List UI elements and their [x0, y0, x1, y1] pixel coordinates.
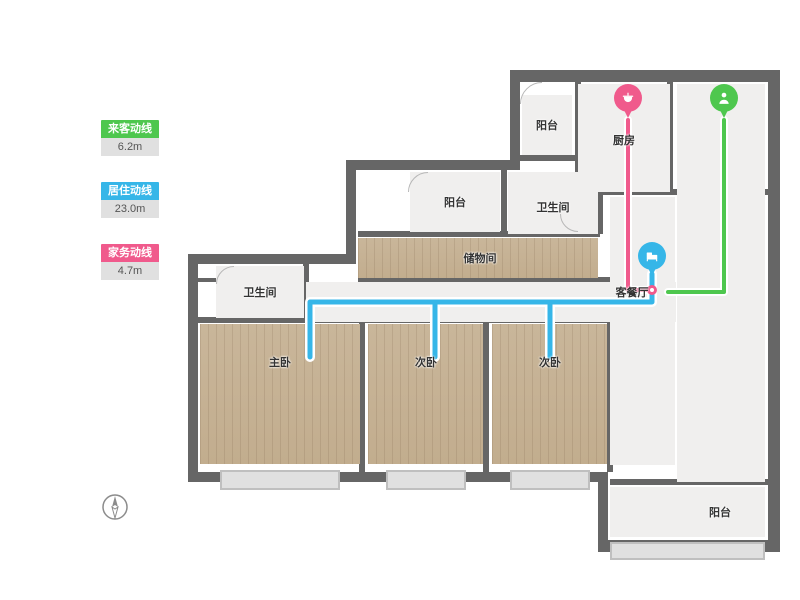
legend-item-chores: 家务动线 4.7m — [101, 244, 159, 280]
room-label-kitchen: 厨房 — [613, 132, 635, 148]
balcony-bar — [220, 470, 340, 490]
legend-label-living: 居住动线 — [101, 182, 159, 200]
balcony-bar — [386, 470, 466, 490]
room-living — [610, 197, 675, 465]
legend-item-guest: 来客动线 6.2m — [101, 120, 159, 156]
pin-chores-icon — [614, 84, 642, 120]
flow-hub-node — [647, 285, 657, 295]
room-label-mid-balcony: 阳台 — [444, 194, 466, 210]
room-label-bath1: 卫生间 — [244, 284, 277, 300]
room-master — [200, 324, 360, 464]
legend: 来客动线 6.2m 居住动线 23.0m 家务动线 4.7m — [101, 120, 159, 306]
room-label-bottom-balcony: 阳台 — [709, 504, 731, 520]
room-label-bath2: 卫生间 — [537, 199, 570, 215]
room-label-living: 客餐厅 — [616, 284, 649, 300]
legend-value-guest: 6.2m — [101, 138, 159, 156]
legend-value-chores: 4.7m — [101, 262, 159, 280]
room-label-storage: 储物间 — [464, 250, 497, 266]
room-bottom-balcony — [610, 487, 765, 537]
pin-living-icon — [638, 242, 666, 278]
room-big-balcony-col — [677, 84, 765, 482]
legend-label-guest: 来客动线 — [101, 120, 159, 138]
room-label-master: 主卧 — [269, 354, 291, 370]
legend-value-living: 23.0m — [101, 200, 159, 218]
room-label-second1: 次卧 — [415, 354, 437, 370]
legend-item-living: 居住动线 23.0m — [101, 182, 159, 218]
room-label-kitchen-top-balcony: 阳台 — [536, 117, 558, 133]
room-second1 — [368, 324, 483, 464]
balcony-bar — [610, 542, 765, 560]
room-label-second2: 次卧 — [539, 354, 561, 370]
pin-guest-icon — [710, 84, 738, 120]
floorplan: 阳台厨房阳台卫生间储物间卫生间主卧次卧次卧客餐厅阳台 — [180, 32, 790, 562]
room-second2 — [492, 324, 607, 464]
balcony-bar — [510, 470, 590, 490]
compass-icon — [100, 492, 130, 527]
legend-label-chores: 家务动线 — [101, 244, 159, 262]
